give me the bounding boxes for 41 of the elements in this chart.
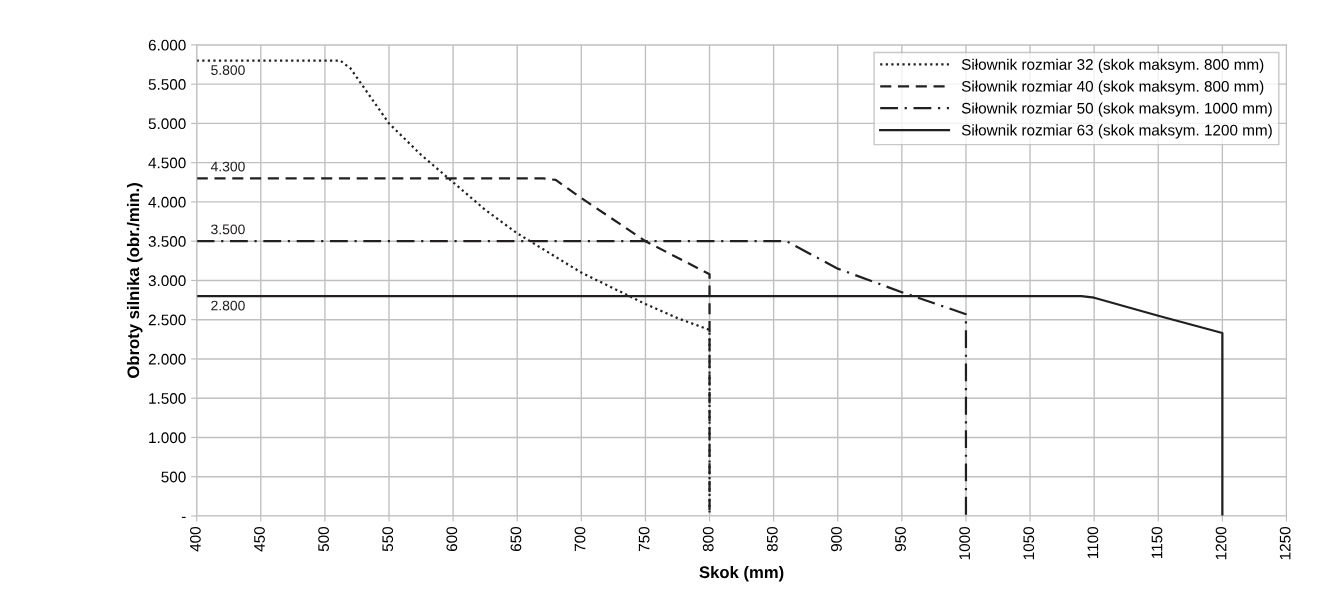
y-tick-label: 6.000 xyxy=(148,39,186,51)
legend-label: Siłownik rozmiar 40 (skok maksym. 800 mm) xyxy=(961,80,1264,95)
x-tick-label: 1000 xyxy=(959,526,971,560)
x-tick-label: 450 xyxy=(254,526,265,552)
x-tick-label: 400 xyxy=(189,526,201,552)
x-tick-label: 1050 xyxy=(1023,526,1035,560)
x-tick-label: 650 xyxy=(510,526,522,552)
x-tick-label: 550 xyxy=(382,526,394,552)
x-tick-label: 700 xyxy=(574,526,586,552)
legend-label: Siłownik rozmiar 32 (skok maksym. 800 mm) xyxy=(961,58,1264,73)
legend-label: Siłownik rozmiar 50 (skok maksym. 1000 mm) xyxy=(961,102,1272,117)
x-tick-label: 1100 xyxy=(1087,526,1099,559)
y-tick-label: 3.000 xyxy=(148,275,186,287)
legend-label: Siłownik rozmiar 63 (skok maksym. 1200 mm) xyxy=(961,124,1272,139)
y-tick-label: 3.500 xyxy=(148,236,186,247)
data-label: 5.800 xyxy=(211,65,245,75)
y-tick-label: 2.500 xyxy=(148,314,186,326)
x-tick-label: 1250 xyxy=(1279,526,1291,560)
x-tick-label: 900 xyxy=(831,526,842,552)
y-tick-label: 4.500 xyxy=(148,157,186,169)
y-tick-label: 4.000 xyxy=(148,196,186,208)
x-axis-title: Skok (mm) xyxy=(699,565,784,582)
x-tick-label: 800 xyxy=(702,526,714,552)
y-tick-label: - xyxy=(181,516,186,519)
x-tick-label: 500 xyxy=(318,526,329,552)
x-tick-label: 950 xyxy=(895,526,906,552)
y-tick-label: 2.000 xyxy=(148,353,186,365)
y-axis-title: Obroty silnika (obr./min.) xyxy=(126,183,143,378)
y-tick-label: 500 xyxy=(161,471,186,483)
data-label: 4.300 xyxy=(210,161,245,172)
data-label: 3.500 xyxy=(211,224,245,235)
y-tick-label: 1.500 xyxy=(149,393,186,404)
data-label: 2.800 xyxy=(211,300,245,311)
y-tick-label: 1.000 xyxy=(149,432,186,444)
y-tick-label: 5.500 xyxy=(148,79,186,90)
x-tick-label: 1150 xyxy=(1151,526,1163,559)
x-tick-label: 750 xyxy=(638,526,650,552)
x-tick-label: 1200 xyxy=(1215,526,1227,560)
x-tick-label: 600 xyxy=(446,526,458,552)
x-tick-label: 850 xyxy=(766,526,778,552)
y-tick-label: 5.000 xyxy=(148,118,186,130)
